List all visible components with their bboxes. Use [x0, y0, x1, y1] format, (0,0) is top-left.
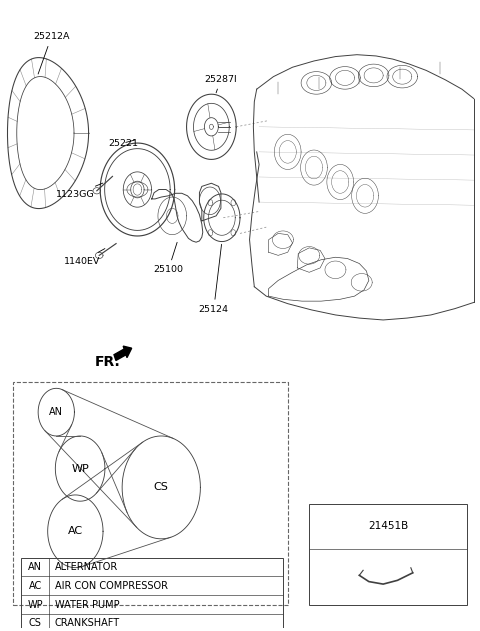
Text: WP: WP — [71, 464, 89, 474]
Text: AN: AN — [28, 562, 42, 572]
Text: FR.: FR. — [95, 355, 120, 369]
Text: 25287I: 25287I — [204, 74, 237, 93]
Text: 25124: 25124 — [199, 244, 229, 314]
Bar — [22, 558, 283, 631]
Text: WATER PUMP: WATER PUMP — [55, 599, 120, 610]
Text: 25100: 25100 — [154, 242, 183, 274]
Text: CRANKSHAFT: CRANKSHAFT — [55, 618, 120, 628]
Text: AN: AN — [49, 407, 63, 417]
Text: 25221: 25221 — [108, 139, 138, 148]
Text: AC: AC — [68, 526, 83, 536]
FancyArrow shape — [114, 346, 132, 360]
Text: AC: AC — [29, 581, 42, 591]
Text: 1123GG: 1123GG — [56, 183, 103, 199]
Text: 1140EV: 1140EV — [64, 249, 105, 266]
Bar — [13, 382, 288, 604]
Bar — [309, 504, 467, 604]
Text: ALTERNATOR: ALTERNATOR — [55, 562, 118, 572]
Text: AIR CON COMPRESSOR: AIR CON COMPRESSOR — [55, 581, 168, 591]
Text: 25212A: 25212A — [33, 32, 70, 74]
Text: CS: CS — [29, 618, 42, 628]
Text: CS: CS — [154, 482, 168, 492]
Text: 21451B: 21451B — [368, 521, 408, 531]
Text: WP: WP — [27, 599, 43, 610]
